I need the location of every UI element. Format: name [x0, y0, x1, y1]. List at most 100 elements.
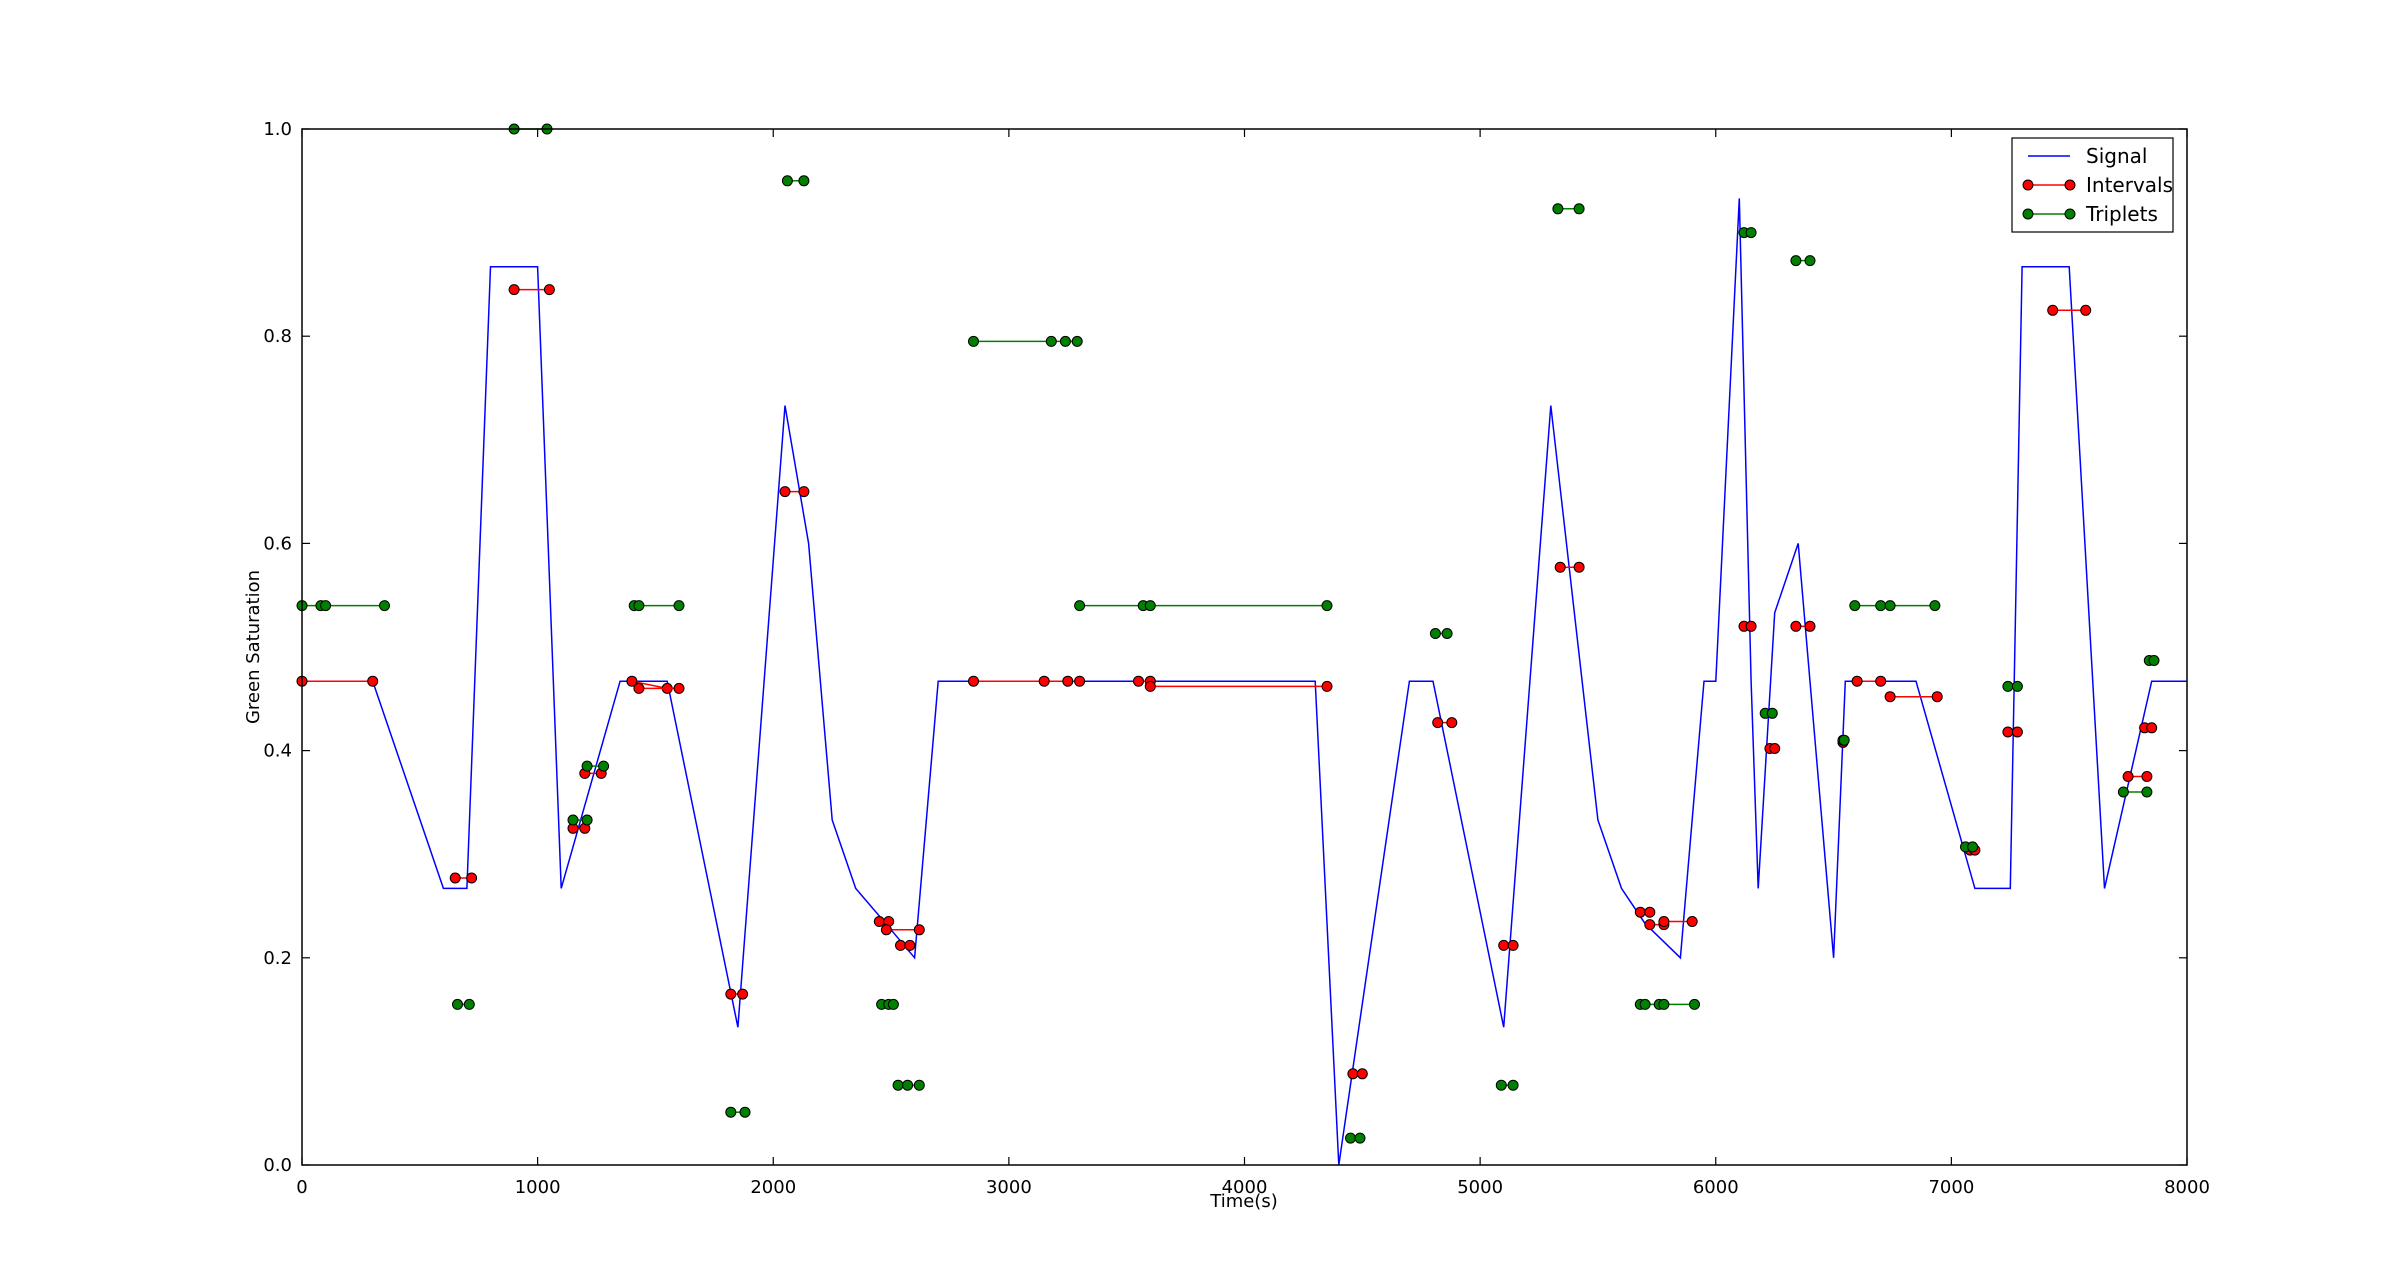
- x-axis-label: Time(s): [1209, 1191, 1277, 1212]
- triplets-point: [1745, 227, 1757, 239]
- triplets-point: [1144, 600, 1156, 612]
- triplets-point: [2011, 680, 2023, 692]
- intervals-point: [1347, 1068, 1359, 1080]
- legend-triplets-marker: [2022, 208, 2034, 220]
- triplets-point: [1573, 203, 1585, 215]
- legend-intervals-label: Intervals: [2086, 173, 2173, 197]
- intervals-point: [2122, 771, 2134, 782]
- data-layer: [296, 123, 2187, 1166]
- triplets-point: [1429, 628, 1441, 639]
- intervals-point: [1769, 743, 1781, 754]
- intervals-point: [673, 682, 685, 694]
- intervals-point: [1074, 675, 1086, 687]
- triplets-point: [1345, 1132, 1356, 1144]
- intervals-point: [1875, 675, 1887, 687]
- triplets-point: [1849, 600, 1861, 612]
- x-tick-label: 1000: [515, 1177, 561, 1198]
- legend-triplets-label: Triplets: [2085, 202, 2158, 226]
- intervals-point: [1062, 675, 1074, 687]
- x-tick-label: 8000: [2164, 1177, 2210, 1198]
- ticks-layer: 0 1000 2000 3000 4000 5000 6000 7000 8000 0.0 0.2 0…: [263, 119, 2210, 1198]
- triplets-point: [1884, 600, 1896, 612]
- x-tick-label: 2000: [750, 1177, 796, 1198]
- legend-triplets-marker: [2064, 208, 2076, 220]
- triplets-point: [320, 600, 332, 612]
- intervals-point: [873, 916, 885, 927]
- triplets-point: [968, 335, 979, 347]
- intervals-point: [626, 675, 638, 687]
- intervals-point: [508, 284, 520, 296]
- intervals-point: [1356, 1068, 1368, 1080]
- intervals-point: [2146, 722, 2158, 734]
- intervals-point: [1931, 691, 1943, 703]
- intervals-point: [2002, 726, 2014, 738]
- triplets-point: [581, 760, 593, 772]
- triplets-point: [1875, 600, 1887, 612]
- triplets-point: [1441, 628, 1453, 639]
- x-tick-label: 3000: [986, 1177, 1032, 1198]
- triplets-point: [1766, 707, 1778, 719]
- triplets-point: [2117, 786, 2129, 798]
- intervals-point: [725, 988, 737, 1000]
- y-tick-label: 0.2: [263, 948, 292, 969]
- triplets-point: [1507, 1079, 1519, 1091]
- y-tick-label: 0.6: [263, 533, 292, 554]
- intervals-point: [2047, 304, 2059, 316]
- intervals-point: [367, 675, 379, 687]
- triplets-point: [1045, 335, 1057, 347]
- triplets-point: [633, 600, 645, 612]
- triplets-point: [892, 1079, 904, 1091]
- intervals-point: [1634, 906, 1646, 918]
- y-tick-label: 0.0: [263, 1155, 292, 1176]
- intervals-point: [1144, 680, 1156, 692]
- intervals-point: [1644, 919, 1656, 931]
- legend: Signal Intervals Triplets: [2011, 137, 2174, 233]
- intervals-point: [2080, 304, 2092, 316]
- intervals-point: [1804, 620, 1816, 632]
- triplets-point: [1354, 1132, 1366, 1144]
- triplets-point: [379, 600, 390, 612]
- triplets-point: [1804, 255, 1816, 267]
- x-tick-label: 0: [296, 1177, 307, 1198]
- triplets-point: [739, 1106, 751, 1118]
- triplets-point: [887, 998, 899, 1010]
- triplets-point: [1658, 998, 1670, 1010]
- x-tick-label: 7000: [1928, 1177, 1974, 1198]
- intervals-point: [2011, 726, 2023, 738]
- intervals-point: [913, 924, 925, 936]
- triplets-point: [567, 814, 579, 826]
- intervals-point: [1851, 675, 1863, 687]
- triplets-point: [1967, 841, 1979, 853]
- intervals-point: [779, 486, 791, 498]
- triplets-point: [1074, 600, 1086, 612]
- triplets-point: [598, 760, 610, 772]
- legend-signal-label: Signal: [2086, 144, 2147, 168]
- intervals-point: [1321, 680, 1333, 692]
- triplets-point: [1929, 600, 1941, 612]
- intervals-point: [880, 924, 892, 936]
- y-tick-label: 1.0: [263, 119, 292, 140]
- triplets-point: [781, 175, 793, 187]
- legend-intervals-marker: [2022, 179, 2034, 191]
- intervals-point: [968, 675, 979, 687]
- legend-intervals-marker: [2064, 179, 2076, 191]
- y-tick-label: 0.4: [263, 741, 292, 762]
- intervals-point: [1554, 561, 1566, 573]
- intervals-point: [2141, 771, 2153, 782]
- triplets-point: [798, 175, 810, 187]
- intervals-point: [1573, 561, 1585, 573]
- triplets-point: [2148, 655, 2160, 666]
- intervals-segment: [631, 680, 668, 690]
- triplets-point: [463, 998, 475, 1010]
- y-tick-label: 0.8: [263, 326, 292, 347]
- triplets-point: [1790, 255, 1802, 267]
- triplets-point: [452, 998, 463, 1010]
- triplets-point: [2002, 680, 2014, 692]
- triplets-point: [1321, 600, 1333, 612]
- intervals-point: [466, 872, 478, 884]
- intervals-point: [798, 486, 810, 498]
- intervals-point: [1507, 939, 1519, 951]
- triplets-point: [902, 1079, 914, 1091]
- intervals-point: [904, 939, 916, 951]
